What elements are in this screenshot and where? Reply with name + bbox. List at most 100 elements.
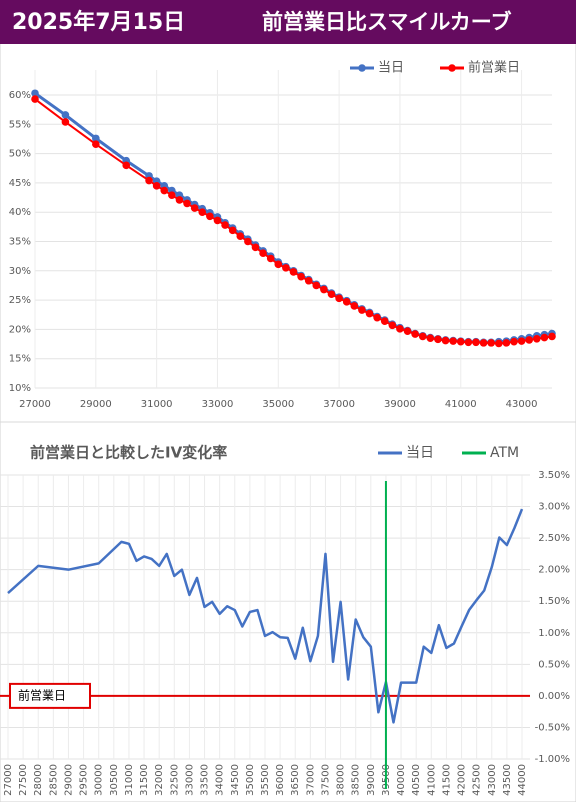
y-tick-label: 45% — [9, 178, 31, 189]
y-tick-label: -0.50% — [535, 722, 570, 733]
y-tick-label: 1.00% — [538, 628, 570, 639]
point — [304, 276, 313, 285]
x-tick-label: 29000 — [63, 764, 74, 796]
y-tick-label: -1.00% — [535, 754, 570, 765]
x-tick-label: 27000 — [19, 399, 51, 410]
x-tick-label: 28000 — [33, 764, 44, 796]
x-tick-label: 37500 — [320, 764, 331, 796]
x-tick-label: 42500 — [472, 764, 483, 796]
x-tick-label: 35000 — [245, 764, 256, 796]
x-tick-label: 32000 — [154, 764, 165, 796]
y-tick-label: 60% — [9, 90, 31, 101]
point — [312, 281, 321, 290]
point — [266, 254, 275, 263]
point — [282, 264, 290, 272]
point — [358, 306, 366, 314]
y-tick-label: 2.00% — [538, 565, 570, 576]
x-tick-label: 39000 — [384, 399, 416, 410]
x-tick-label: 31500 — [139, 764, 150, 796]
header-date: 2025年7月15日 — [12, 9, 185, 35]
x-tick-label: 40500 — [411, 764, 422, 796]
series-line — [7, 508, 524, 724]
x-tick-label: 43000 — [506, 399, 538, 410]
point — [411, 330, 419, 338]
point — [31, 89, 39, 98]
x-tick-label: 41500 — [441, 764, 452, 796]
point — [441, 336, 450, 345]
y-tick-label: 20% — [9, 324, 31, 335]
x-tick-label: 28500 — [48, 764, 59, 796]
point — [61, 111, 70, 119]
y-tick-label: 0.00% — [538, 691, 570, 702]
point — [532, 334, 541, 343]
point — [327, 290, 336, 299]
point — [274, 260, 283, 269]
x-tick-label: 43000 — [487, 764, 498, 796]
point — [259, 249, 267, 258]
point — [31, 95, 39, 103]
x-tick-label: 29000 — [80, 399, 112, 410]
y-tick-label: 25% — [9, 295, 31, 306]
point — [92, 134, 100, 143]
point — [228, 226, 237, 235]
point — [396, 325, 404, 333]
legend-marker — [358, 64, 366, 72]
point — [145, 176, 153, 185]
x-tick-label: 29500 — [79, 764, 90, 796]
y-tick-label: 1.50% — [538, 596, 570, 607]
y-tick-label: 3.50% — [538, 470, 570, 481]
x-tick-label: 36000 — [275, 764, 286, 796]
legend-marker — [448, 64, 456, 72]
point — [213, 216, 222, 225]
x-tick-label: 38000 — [336, 764, 347, 796]
x-tick-label: 44000 — [517, 764, 528, 796]
x-tick-label: 31000 — [141, 399, 173, 410]
x-tick-label: 34000 — [215, 764, 226, 796]
y-tick-label: 3.00% — [538, 502, 570, 513]
x-tick-label: 35500 — [260, 764, 271, 796]
point — [122, 161, 131, 170]
series-line — [34, 98, 553, 345]
point — [342, 298, 351, 306]
legend-label: 当日 — [406, 445, 434, 461]
x-tick-label: 32500 — [169, 764, 180, 796]
point — [510, 337, 518, 346]
x-tick-label: 33500 — [200, 764, 211, 796]
point — [251, 243, 260, 252]
legend-label: ATM — [490, 445, 519, 461]
point — [190, 204, 199, 212]
point — [244, 237, 252, 246]
point — [472, 338, 480, 347]
point — [206, 212, 214, 221]
point — [297, 272, 305, 281]
annotation-box — [9, 682, 91, 709]
point — [380, 317, 389, 325]
x-tick-label: 31000 — [124, 764, 135, 796]
y-tick-label: 30% — [9, 266, 31, 277]
point — [236, 232, 245, 241]
point — [449, 337, 457, 345]
point — [517, 337, 526, 345]
x-tick-label: 40000 — [396, 764, 407, 796]
x-tick-label: 35000 — [262, 399, 294, 410]
annotation-label: 前営業日 — [18, 687, 66, 702]
y-tick-label: 55% — [9, 119, 31, 130]
y-tick-label: 50% — [9, 149, 31, 160]
point — [502, 339, 511, 347]
x-tick-label: 33000 — [202, 399, 234, 410]
point — [525, 336, 533, 344]
y-tick-label: 0.50% — [538, 659, 570, 670]
point — [320, 285, 328, 294]
point — [152, 182, 161, 190]
point — [434, 335, 442, 344]
point — [289, 268, 298, 276]
point — [221, 221, 229, 229]
x-tick-label: 27500 — [18, 764, 29, 796]
x-tick-label: 33000 — [184, 764, 195, 796]
x-tick-label: 37000 — [323, 399, 355, 410]
header-bar — [0, 0, 576, 44]
y-tick-label: 2.50% — [538, 533, 570, 544]
point — [456, 337, 465, 346]
point — [494, 339, 503, 348]
